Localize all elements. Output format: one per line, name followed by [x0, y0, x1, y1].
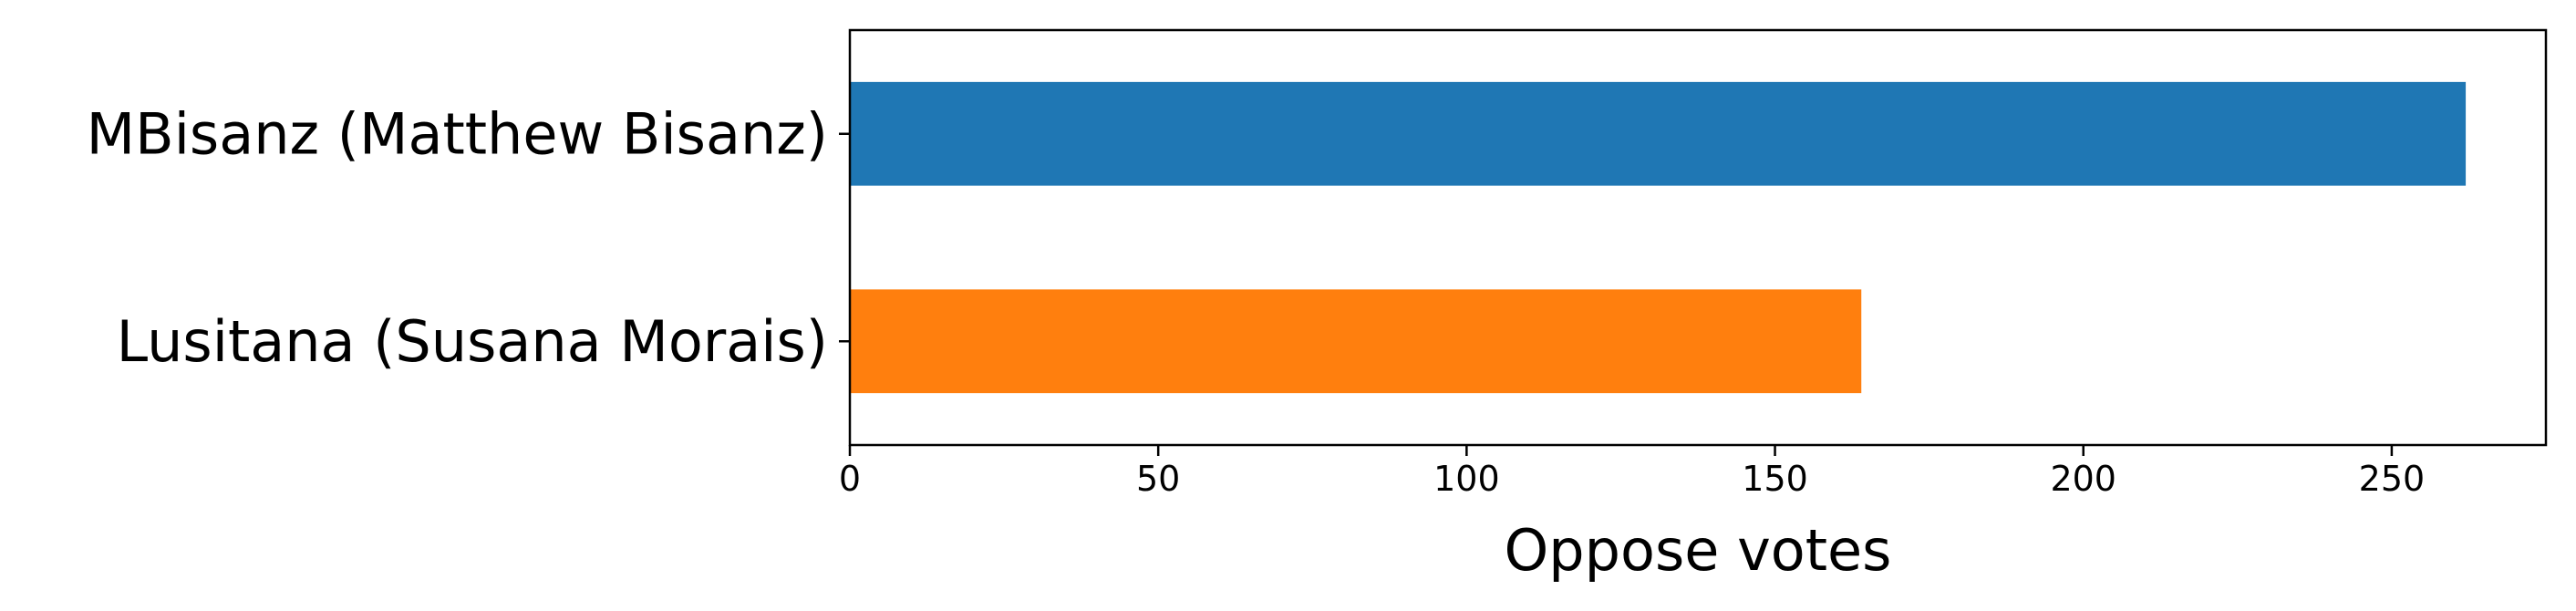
- bar-0: [850, 81, 2467, 186]
- x-tick-label-2: 100: [1433, 459, 1500, 499]
- x-tick-label-5: 250: [2359, 459, 2426, 499]
- x-axis-title: Oppose votes: [1505, 517, 1892, 584]
- x-axis: 0 50 100 150 200 250: [839, 445, 2425, 499]
- bars-group: [850, 81, 2467, 394]
- x-tick-label-3: 150: [1742, 459, 1808, 499]
- y-axis: MBisanz (Matthew Bisanz) Lusitana (Susana…: [87, 100, 850, 375]
- bar-1: [850, 289, 1862, 394]
- category-label-1: Lusitana (Susana Morais): [117, 308, 828, 375]
- category-label-0: MBisanz (Matthew Bisanz): [87, 100, 828, 167]
- x-tick-label-1: 50: [1136, 459, 1180, 499]
- x-tick-label-0: 0: [839, 459, 861, 499]
- x-tick-label-4: 200: [2050, 459, 2116, 499]
- plot-frame: [848, 28, 2548, 447]
